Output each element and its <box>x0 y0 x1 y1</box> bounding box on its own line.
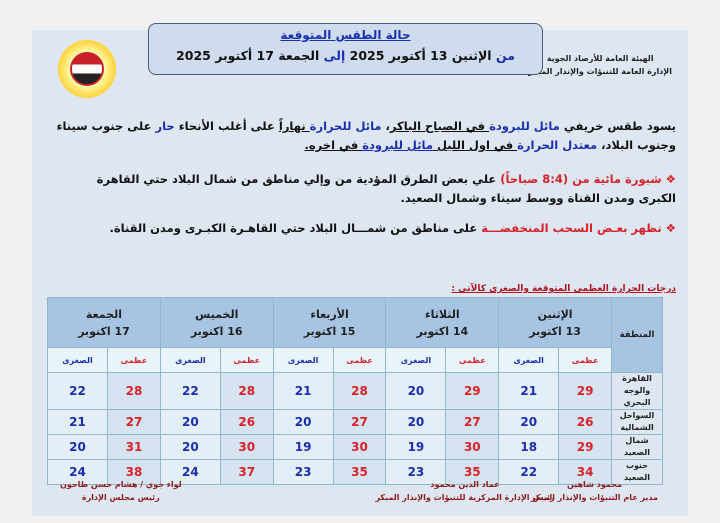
max-temp: 30 <box>445 434 500 460</box>
min-temp: 20 <box>385 372 447 410</box>
max-temp: 30 <box>219 434 274 460</box>
max-temp: 27 <box>107 409 161 435</box>
max-temp: 38 <box>107 459 161 485</box>
min-label: الصغرى <box>498 347 560 373</box>
forecast-paragraph: يسود طقس خريفي مائل للبرودة في الصباح ال… <box>56 119 676 152</box>
min-temp: 22 <box>159 372 221 410</box>
table-row: القاهرة والوجه البحري 29 21 29 20 28 21 28 22 28 2… <box>46 372 663 410</box>
min-label: الصغرى <box>385 347 447 373</box>
day-header: الأربعاء 15 اكتوبر <box>272 297 387 348</box>
min-temp: 24 <box>159 459 221 485</box>
ema-logo <box>58 40 116 98</box>
start-date: الإثنين 13 أكتوبر 2025 <box>349 48 492 63</box>
table-caption: درجات الحرارة العظمى المتوقعة والصغرى كا… <box>451 284 676 294</box>
max-temp: 26 <box>558 409 612 435</box>
max-label: عظمى <box>558 347 612 373</box>
min-label: الصغرى <box>46 347 109 373</box>
org-name: الهيئة العامة للأرصاد الجوية الإدارة الع… <box>528 52 672 78</box>
min-temp: 20 <box>498 409 560 435</box>
max-temp: 28 <box>219 372 274 410</box>
min-temp: 21 <box>498 372 560 410</box>
from-label: من <box>495 48 515 63</box>
region-name: السواحل الشمالية <box>611 409 663 435</box>
min-temp: 20 <box>159 434 221 460</box>
min-temp: 22 <box>498 459 560 485</box>
day-header: الخميس 16 اكتوبر <box>159 297 274 348</box>
region-name: القاهرة والوجه البحري <box>611 372 663 410</box>
max-temp: 29 <box>445 372 500 410</box>
max-label: عظمى <box>332 347 387 373</box>
signature-1: محمود شاهين مدير عام التنبؤات والإنذار ال… <box>530 480 658 502</box>
max-label: عظمى <box>107 347 161 373</box>
min-temp: 22 <box>46 372 109 410</box>
min-temp: 19 <box>385 434 447 460</box>
max-temp: 37 <box>219 459 274 485</box>
to-label: إلى <box>323 48 346 63</box>
max-temp: 35 <box>445 459 500 485</box>
max-temp: 34 <box>558 459 612 485</box>
min-temp: 21 <box>46 409 109 435</box>
max-temp: 28 <box>332 372 387 410</box>
date-range: من الإثنين 13 أكتوبر 2025 إلى الجمعة 17 … <box>149 48 542 63</box>
min-temp: 20 <box>385 409 447 435</box>
min-label: الصغرى <box>272 347 334 373</box>
region-header: المنطقة <box>611 297 663 373</box>
temperature-table: المنطقة الإثنين 13 اكتوبر الثلاثاء 14 اكتو… <box>46 297 663 485</box>
signature-3: لواء جوي / هشام حسن طاحون رئيس مجلس الإدا… <box>60 480 182 502</box>
min-temp: 18 <box>498 434 560 460</box>
min-temp: 21 <box>272 372 334 410</box>
min-label: الصغرى <box>159 347 221 373</box>
min-temp: 20 <box>46 434 109 460</box>
min-temp: 23 <box>385 459 447 485</box>
max-temp: 35 <box>332 459 387 485</box>
max-temp: 31 <box>107 434 161 460</box>
bullet-clouds: ❖ تظهر بعـض السحب المنخفضـــة على مناطق … <box>109 221 676 235</box>
max-label: عظمى <box>219 347 274 373</box>
min-temp: 19 <box>272 434 334 460</box>
title-box: حالة الطقس المتوقعة من الإثنين 13 أكتوبر… <box>148 23 543 75</box>
table-row: جنوب الصعيد 34 22 35 23 35 23 37 24 38 24 <box>46 459 663 485</box>
min-temp: 23 <box>272 459 334 485</box>
signature-2: عماد الدين محمود رئيس الإدارة المركزية لل… <box>375 480 555 502</box>
max-temp: 29 <box>558 372 612 410</box>
max-temp: 28 <box>107 372 161 410</box>
day-header: الجمعة 17 اكتوبر <box>47 297 161 348</box>
day-header: الثلاثاء 14 اكتوبر <box>385 297 500 348</box>
min-temp: 24 <box>46 459 109 485</box>
min-temp: 20 <box>159 409 221 435</box>
table-row: شمال الصعيد 29 18 30 19 30 19 30 20 31 20 <box>46 434 663 460</box>
max-temp: 26 <box>219 409 274 435</box>
region-name: شمال الصعيد <box>611 434 663 460</box>
region-name: جنوب الصعيد <box>611 459 663 485</box>
day-header: الإثنين 13 اكتوبر <box>498 297 612 348</box>
max-temp: 27 <box>445 409 500 435</box>
page-title: حالة الطقس المتوقعة <box>280 28 411 42</box>
max-temp: 29 <box>558 434 612 460</box>
max-label: عظمى <box>445 347 500 373</box>
org-line1: الهيئة العامة للأرصاد الجوية <box>546 54 654 63</box>
max-temp: 27 <box>332 409 387 435</box>
org-line2: الإدارة العامة للتنبؤات والإنذار المبكر <box>528 67 672 76</box>
max-temp: 30 <box>332 434 387 460</box>
min-temp: 20 <box>272 409 334 435</box>
end-date: الجمعة 17 أكتوبر 2025 <box>176 48 320 63</box>
bullet-fog: ❖ شبورة مائية من (8:4 صباحاً) علي بعض ال… <box>96 172 676 205</box>
table-row: السواحل الشمالية 26 20 27 20 27 20 26 20 27 21 <box>46 409 663 435</box>
